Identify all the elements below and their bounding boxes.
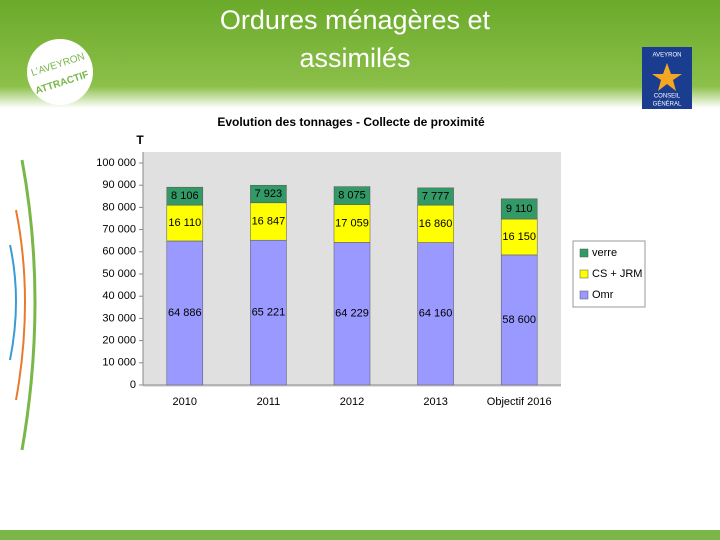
data-label: 17 059	[335, 217, 369, 229]
bar-segment	[250, 184, 287, 204]
bar-segment	[333, 242, 371, 386]
data-label: 16 860	[419, 218, 453, 230]
data-label: 64 160	[419, 308, 453, 320]
legend-swatch	[579, 290, 589, 300]
decor	[9, 244, 17, 361]
slide-title: Ordures ménagères et	[220, 5, 491, 35]
legend-label: Omr	[592, 289, 614, 301]
data-label: 16 110	[168, 217, 201, 229]
y-tick-label: 30 000	[102, 312, 136, 324]
data-label: 7 777	[422, 190, 450, 202]
data-label: 64 886	[168, 307, 202, 319]
y-tick-label: 90 000	[102, 179, 136, 191]
data-label: 8 106	[171, 190, 199, 202]
data-label: 65 221	[252, 307, 286, 319]
bar-segment	[333, 204, 371, 243]
decor	[15, 209, 26, 401]
bar-segment	[417, 242, 454, 386]
logo-star	[652, 63, 682, 91]
x-tick-label: 2011	[257, 396, 281, 408]
legend-label: CS + JRM	[592, 268, 642, 280]
y-tick-label: 0	[130, 379, 136, 391]
x-tick-label: Objectif 2016	[487, 396, 552, 408]
bar-segment	[166, 186, 204, 206]
logo-text: GÉNÉRAL	[653, 101, 682, 108]
legend-label: verre	[592, 247, 617, 259]
data-label: 16 847	[252, 215, 286, 227]
decor	[20, 159, 37, 451]
bar-segment	[250, 202, 287, 241]
bar-segment	[333, 186, 371, 205]
legend-swatch	[579, 248, 589, 258]
y-tick-label: 60 000	[102, 246, 136, 258]
bar-segment	[166, 240, 204, 386]
header-band	[0, 0, 720, 108]
data-label: 8 075	[338, 189, 366, 201]
bar-segment	[500, 218, 538, 256]
chart-title: Evolution des tonnages - Collecte de pro…	[217, 115, 485, 129]
data-label: 58 600	[502, 314, 536, 326]
legend-swatch	[579, 269, 589, 279]
footer-band	[0, 530, 720, 540]
y-tick-label: 50 000	[102, 268, 136, 280]
slide-title: assimilés	[299, 43, 410, 73]
y-tick-label: 10 000	[102, 357, 136, 369]
x-tick-label: 2012	[340, 396, 364, 408]
x-tick-label: 2010	[173, 396, 197, 408]
y-tick-label: 80 000	[102, 201, 136, 213]
x-tick-label: 2013	[423, 396, 447, 408]
logo-left	[27, 39, 93, 105]
bar-segment	[250, 239, 287, 386]
y-axis-label: T	[136, 133, 144, 147]
logo-text: AVEYRON	[653, 53, 682, 59]
data-label: 64 229	[335, 308, 369, 320]
bar-segment	[417, 187, 454, 206]
bar-segment	[500, 198, 538, 220]
y-tick-label: 40 000	[102, 290, 136, 302]
data-label: 16 150	[502, 231, 536, 243]
data-label: 9 110	[506, 203, 533, 215]
y-tick-label: 70 000	[102, 224, 136, 236]
y-tick-label: 100 000	[96, 157, 136, 169]
bar-segment	[166, 204, 204, 242]
bar-segment	[417, 204, 454, 243]
data-label: 7 923	[255, 188, 283, 200]
y-tick-label: 20 000	[102, 335, 136, 347]
logo-text: CONSEIL	[654, 94, 681, 100]
bar-segment	[500, 254, 538, 386]
